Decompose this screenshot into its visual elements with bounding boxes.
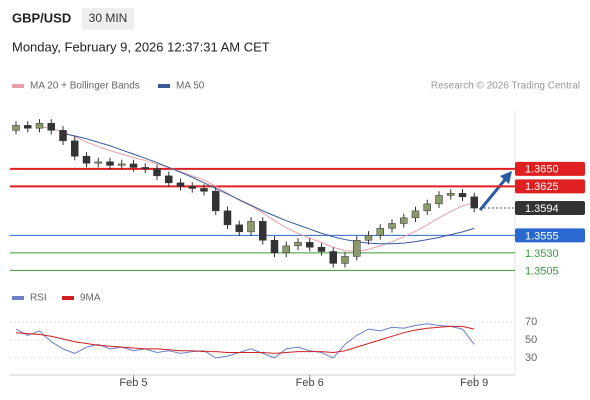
candle-body [458,193,467,198]
timestamp: Monday, February 9, 2026 12:37:31 AM CET [12,39,270,54]
ma-line [39,126,475,252]
level-label: 1.3530 [525,248,559,260]
forecast-arrow [478,175,510,211]
legend-swatch [12,296,24,300]
candle-body [353,240,361,257]
candle-body [247,221,255,233]
x-tick-label: Feb 9 [460,377,488,389]
candle-body [106,161,114,166]
candle-body [12,125,20,131]
last-price-box [515,201,585,216]
candle-body [376,228,384,236]
candle-body [165,175,173,184]
x-tick-label: Feb 6 [296,377,324,389]
ma-line [62,133,475,245]
candle-body [223,210,232,226]
candle-body [306,242,314,248]
candle-body [212,190,220,212]
level-box [515,228,585,243]
candle-body [447,193,455,196]
credit: Research © 2026 Trading Central [431,81,580,92]
candle-body [141,167,149,170]
candle-body [400,217,408,224]
candle-body [317,247,326,252]
candle-body [294,242,302,247]
candle-body [235,224,243,233]
level-box [515,179,585,194]
candle-body [435,195,443,205]
level-label: 1.3625 [525,181,559,193]
candle-body [188,186,196,189]
last-price-label: 1.3594 [525,203,559,215]
candle-body [153,168,161,177]
candle-body [329,251,337,264]
x-tick-label: Feb 5 [119,377,147,389]
candle-body [270,240,279,254]
candle-body [24,125,32,129]
level-label: 1.3650 [525,164,559,176]
rsi-tick-label: 50 [525,334,537,346]
candle-body [71,140,79,157]
candle-body [364,235,373,241]
timeframe-box [82,8,134,30]
legend-swatch [62,296,74,300]
candle-body [47,123,55,131]
candle-body [411,210,420,219]
candle-body [423,203,431,212]
candle-body [200,188,208,192]
candle-body [470,196,478,209]
legend-label: MA 50 [176,81,205,92]
candle-body [118,163,126,166]
rsi-line [15,325,475,354]
candle-body [82,155,91,164]
legend-swatch [158,84,170,88]
candle-body [341,256,349,264]
candle-body [259,221,267,241]
level-label: 1.3505 [525,265,559,277]
candle-body [59,130,67,142]
level-label: 1.3555 [525,230,559,242]
rsi-tick-label: 70 [525,316,537,328]
rsi-line [15,323,475,359]
level-box [515,161,585,176]
candle-body [176,182,185,187]
legend-label: MA 20 + Bollinger Bands [30,81,140,92]
candle-body [35,123,44,129]
legend-label: 9MA [80,293,101,304]
timeframe: 30 MIN [89,11,128,25]
candle-body [388,223,396,229]
symbol: GBP/USD [12,10,71,25]
forecast-arrowhead [500,171,512,184]
legend-label: RSI [30,293,47,304]
rsi-tick-label: 30 [525,352,537,364]
candle-body [129,163,138,168]
candle-body [94,161,102,164]
candle-body [282,245,290,254]
legend-swatch [12,84,24,88]
